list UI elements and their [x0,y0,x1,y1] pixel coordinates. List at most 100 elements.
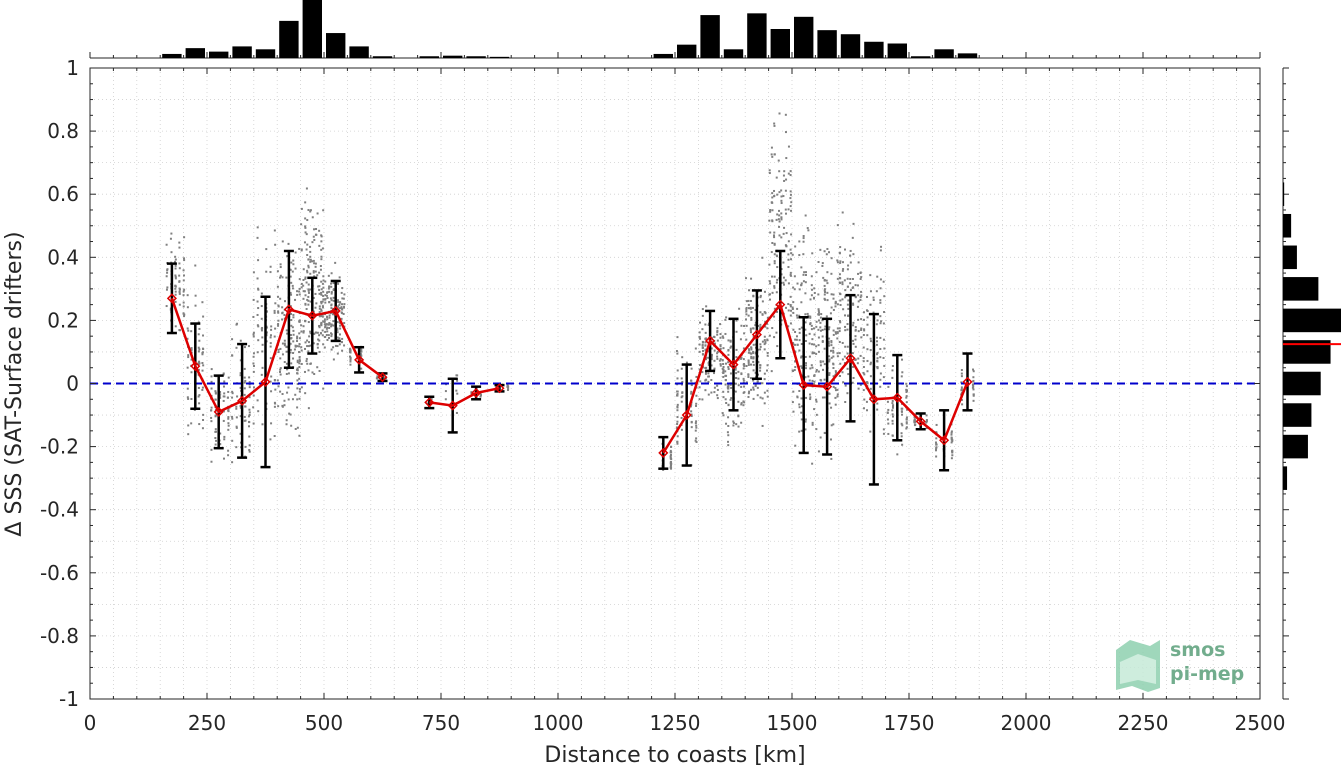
scatter-point [768,334,771,337]
scatter-point [699,364,702,367]
scatter-point [849,261,852,264]
scatter-point [307,291,310,294]
scatter-point [281,276,284,279]
scatter-point [260,329,263,332]
scatter-point [318,271,321,274]
scatter-point [269,438,272,441]
scatter-point [269,342,272,345]
scatter-point [745,306,748,309]
scatter-point [722,396,725,399]
scatter-point [747,395,750,398]
scatter-point [901,358,904,361]
scatter-point [836,277,839,280]
scatter-point [846,328,849,331]
scatter-point [829,438,832,441]
scatter-point [170,232,173,235]
scatter-point [256,236,259,239]
scatter-point [748,349,751,352]
scatter-point [695,424,698,427]
scatter-point [194,294,197,297]
scatter-point [747,392,750,395]
scatter-point [935,449,938,452]
scatter-point [680,383,683,386]
scatter-point [265,248,268,251]
x-histogram-bar [864,41,884,58]
scatter-point [740,402,743,405]
scatter-point [169,237,172,240]
scatter-point [768,219,771,222]
scatter-point [854,358,857,361]
scatter-point [876,351,879,354]
scatter-point [862,407,865,410]
scatter-point [248,450,251,453]
scatter-point [815,398,818,401]
scatter-point [822,360,825,363]
scatter-point [265,270,268,273]
scatter-point [815,325,818,328]
scatter-point [824,298,827,301]
scatter-point [836,393,839,396]
scatter-point [750,316,753,319]
scatter-point [856,362,859,365]
scatter-point [190,347,193,350]
scatter-point [839,260,842,263]
y-histogram-bar [1283,466,1288,490]
scatter-point [292,329,295,332]
x-histogram-bar [677,44,697,58]
scatter-point [296,398,299,401]
scatter-point [444,398,447,401]
scatter-point [846,323,849,326]
scatter-point [745,300,748,303]
scatter-point [318,305,321,308]
scatter-point [834,403,837,406]
scatter-point [935,431,938,434]
scatter-point [740,385,743,388]
scatter-point [793,369,796,372]
scatter-point [186,396,189,399]
scatter-point [793,288,796,291]
scatter-point [676,390,679,393]
scatter-point [307,264,310,267]
scatter-point [289,291,292,294]
scatter-point [186,337,189,340]
scatter-point [287,398,290,401]
scatter-point [836,332,839,335]
scatter-point [761,424,764,427]
scatter-point [202,419,205,422]
scatter-point [798,288,801,291]
scatter-point [306,254,309,257]
scatter-point [279,347,282,350]
y-tick-label: 0.4 [47,245,79,269]
scatter-point [883,347,886,350]
scatter-point [817,308,820,311]
scatter-point [773,231,776,234]
scatter-point [862,366,865,369]
scatter-point [252,333,255,336]
scatter-point [735,356,738,359]
x-histogram-bar [209,51,229,58]
scatter-point [305,357,308,360]
scatter-point [306,362,309,365]
mean-point [775,299,786,310]
scatter-point [821,262,824,265]
scatter-point [745,381,748,384]
scatter-point [776,278,779,281]
scatter-point [725,422,728,425]
scatter-point [187,397,190,400]
scatter-point [248,435,251,438]
scatter-point [727,383,730,386]
scatter-point [302,290,305,293]
scatter-point [823,396,826,399]
scatter-point [701,308,704,311]
scatter-point [838,251,841,254]
scatter-point [860,276,863,279]
scatter-point [214,415,217,418]
scatter-point [836,331,839,334]
scatter-point [265,310,268,313]
scatter-point [178,280,181,283]
scatter-point [243,419,246,422]
scatter-point [320,234,323,237]
scatter-point [304,347,307,350]
scatter-point [713,336,716,339]
scatter-point [214,390,217,393]
